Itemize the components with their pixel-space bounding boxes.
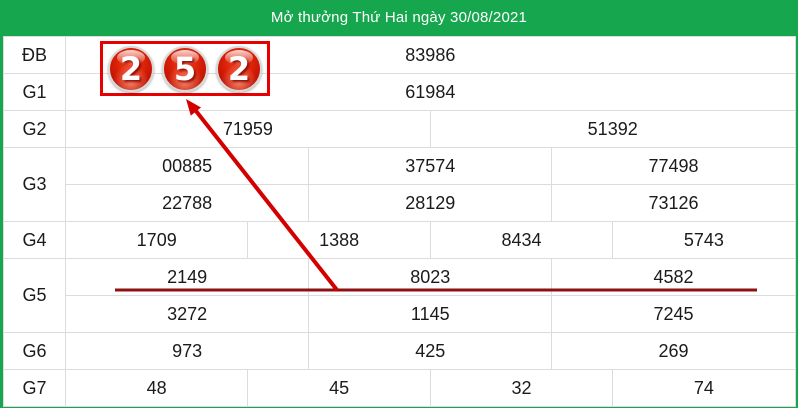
prize-cell: 22788 — [64, 184, 310, 222]
row-label-g1: G1 — [3, 73, 66, 111]
prize-cell: 77498 — [551, 147, 796, 185]
prize-cell: 1145 — [308, 295, 553, 333]
prize-cell: 45 — [247, 369, 431, 407]
prize-cell: 973 — [64, 332, 310, 370]
prize-cell: 28129 — [308, 184, 553, 222]
prize-cell: 1388 — [247, 221, 431, 259]
table-row: 3272 1145 7245 — [4, 295, 796, 333]
table-row: G7 48 45 32 74 — [3, 369, 796, 407]
prize-cell: 8023 — [308, 258, 553, 296]
table-row: G3 00885 37574 77498 — [3, 147, 796, 222]
prize-cell: 74 — [612, 369, 796, 407]
table-row: G5 2149 8023 4582 — [3, 258, 796, 333]
prize-cell: 5743 — [612, 221, 796, 259]
row-label-g5: G5 — [3, 258, 66, 333]
prize-cell: 269 — [551, 332, 796, 370]
row-label-g2: G2 — [3, 110, 66, 148]
prize-cell: 425 — [308, 332, 553, 370]
header-bar: Mở thưởng Thứ Hai ngày 30/08/2021 — [0, 0, 798, 36]
prize-cell: 48 — [64, 369, 249, 407]
prize-cell: 3272 — [64, 295, 310, 333]
prize-cell: 2149 — [64, 258, 310, 296]
table-row: G2 71959 51392 — [3, 110, 796, 148]
table-row: G4 1709 1388 8434 5743 — [3, 221, 796, 259]
prize-ball: 5 — [162, 45, 208, 92]
prize-cell: 1709 — [64, 221, 249, 259]
ball-digit: 2 — [227, 49, 251, 88]
prize-cell: 51392 — [429, 110, 796, 148]
ball-digit: 5 — [173, 49, 197, 88]
prize-cell: 32 — [429, 369, 614, 407]
table-row: G6 973 425 269 — [3, 332, 796, 370]
table-row: 22788 28129 73126 — [4, 184, 796, 222]
page-title: Mở thưởng Thứ Hai ngày 30/08/2021 — [270, 9, 528, 26]
prize-cell: 8434 — [429, 221, 614, 259]
row-label-g6: G6 — [3, 332, 66, 370]
prize-cell: 7245 — [551, 295, 796, 333]
prize-ball: 2 — [108, 45, 154, 92]
prize-cell: 73126 — [551, 184, 796, 222]
prize-cell: 71959 — [65, 110, 431, 148]
ball-digit: 2 — [119, 49, 143, 88]
row-label-db: ĐB — [3, 36, 66, 74]
prize-ball: 2 — [216, 45, 262, 92]
prize-cell: 4582 — [551, 258, 796, 296]
highlight-box: 2 5 2 — [100, 41, 270, 96]
prize-cell: 37574 — [308, 147, 553, 185]
row-label-g4: G4 — [3, 221, 66, 259]
row-label-g3: G3 — [3, 147, 66, 222]
prize-cell: 00885 — [64, 147, 310, 185]
row-label-g7: G7 — [3, 369, 66, 407]
